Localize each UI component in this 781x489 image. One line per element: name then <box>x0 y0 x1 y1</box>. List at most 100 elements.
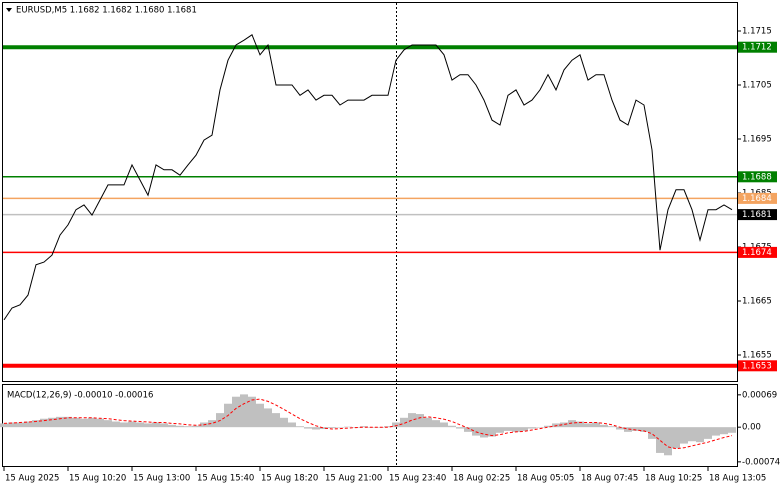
macd-bar <box>320 427 328 430</box>
macd-bar <box>280 417 288 428</box>
macd-bar <box>616 427 624 430</box>
macd-bar <box>192 425 200 428</box>
macd-bar <box>304 427 312 429</box>
macd-bar <box>488 427 496 437</box>
macd-bar <box>624 427 632 432</box>
macd-bar <box>144 423 152 428</box>
macd-bar <box>464 427 472 432</box>
macd-bar <box>704 427 712 439</box>
level-label: 1.1681 <box>742 210 772 220</box>
macd-bar <box>400 417 408 428</box>
macd-bar <box>184 426 192 428</box>
macd-bar <box>688 427 696 442</box>
macd-bar <box>288 422 296 428</box>
x-tick-label: 18 Aug 07:45 <box>581 474 638 484</box>
level-label: 1.1688 <box>742 172 772 182</box>
macd-bar <box>160 423 168 428</box>
y-tick-label: -0.00074 <box>742 457 780 467</box>
macd-bar <box>656 427 664 453</box>
macd-bar <box>584 423 592 428</box>
x-tick-label: 15 Aug 23:40 <box>389 474 446 484</box>
macd-bar <box>72 417 80 428</box>
x-tick-label: 18 Aug 13:05 <box>709 474 766 484</box>
x-tick-label: 18 Aug 05:05 <box>517 474 574 484</box>
macd-bar <box>416 414 424 428</box>
level-label: 1.1684 <box>742 194 772 204</box>
macd-bar <box>432 420 440 428</box>
macd-bar <box>544 425 552 428</box>
y-tick-label: 1.1655 <box>742 351 772 361</box>
macd-bar <box>112 421 120 428</box>
macd-bar <box>256 403 264 428</box>
macd-bar <box>48 417 56 428</box>
x-tick-label: 15 Aug 13:00 <box>133 474 190 484</box>
macd-bar <box>232 396 240 428</box>
macd-bar <box>512 427 520 432</box>
menu-triangle <box>6 8 12 12</box>
macd-bar <box>648 427 656 439</box>
macd-bar <box>56 416 64 428</box>
macd-bar <box>672 427 680 449</box>
macd-bar <box>424 417 432 428</box>
macd-bar <box>696 427 704 443</box>
macd-bar <box>536 427 544 428</box>
macd-bar <box>88 417 96 428</box>
level-label-box <box>738 209 777 221</box>
macd-bar <box>296 426 304 428</box>
y-tick-label: 0.00069 <box>742 390 777 400</box>
macd-bar <box>520 427 528 431</box>
x-tick-label: 15 Aug 10:20 <box>69 474 126 484</box>
macd-bar <box>240 394 248 428</box>
macd-bar <box>576 421 584 428</box>
signal-line <box>3 398 733 450</box>
price-line <box>3 34 733 321</box>
macd-title: MACD(12,26,9) -0.00010 -0.00016 <box>7 391 153 401</box>
macd-bar <box>448 425 456 428</box>
macd-bar <box>632 427 640 431</box>
macd-bar <box>720 427 728 435</box>
macd-bar <box>496 427 504 433</box>
macd-bar <box>392 422 400 428</box>
macd-bar <box>80 418 88 428</box>
level-label-box <box>738 360 777 372</box>
macd-bar <box>40 418 48 428</box>
y-tick-label: 1.1715 <box>742 27 772 37</box>
macd-bar <box>328 427 336 429</box>
macd-bar <box>480 427 488 438</box>
macd-bar <box>64 416 72 428</box>
macd-bar <box>8 422 16 428</box>
macd-bar <box>680 427 688 444</box>
macd-bar <box>0 423 8 428</box>
level-label-box <box>738 192 777 204</box>
macd-bar <box>272 413 280 428</box>
macd-bar <box>24 421 32 428</box>
x-tick-label: 15 Aug 21:00 <box>325 474 382 484</box>
x-tick-label: 15 Aug 15:40 <box>197 474 254 484</box>
macd-bar <box>560 422 568 428</box>
macd-bar <box>120 422 128 428</box>
macd-bar <box>336 427 344 428</box>
chart-title: EURUSD,M5 1.1682 1.1682 1.1680 1.1681 <box>16 6 197 16</box>
macd-bar <box>312 427 320 430</box>
macd-bar <box>16 422 24 428</box>
level-label: 1.1712 <box>742 43 772 53</box>
macd-bar <box>32 420 40 428</box>
macd-bar <box>176 425 184 428</box>
y-tick-label: 1.1695 <box>742 135 772 145</box>
x-tick-label: 18 Aug 10:25 <box>645 474 702 484</box>
macd-bar <box>440 422 448 428</box>
macd-bar <box>264 408 272 428</box>
macd-bar <box>408 413 416 428</box>
macd-bar <box>608 426 616 428</box>
macd-bar <box>136 422 144 428</box>
macd-bar <box>208 420 216 428</box>
macd-bar <box>360 426 368 428</box>
level-label-box <box>738 246 777 258</box>
macd-bar <box>168 424 176 428</box>
level-label-box <box>738 41 777 53</box>
level-label: 1.1674 <box>742 248 772 258</box>
macd-bar <box>528 427 536 429</box>
y-tick-label: 0.00 <box>742 423 761 433</box>
